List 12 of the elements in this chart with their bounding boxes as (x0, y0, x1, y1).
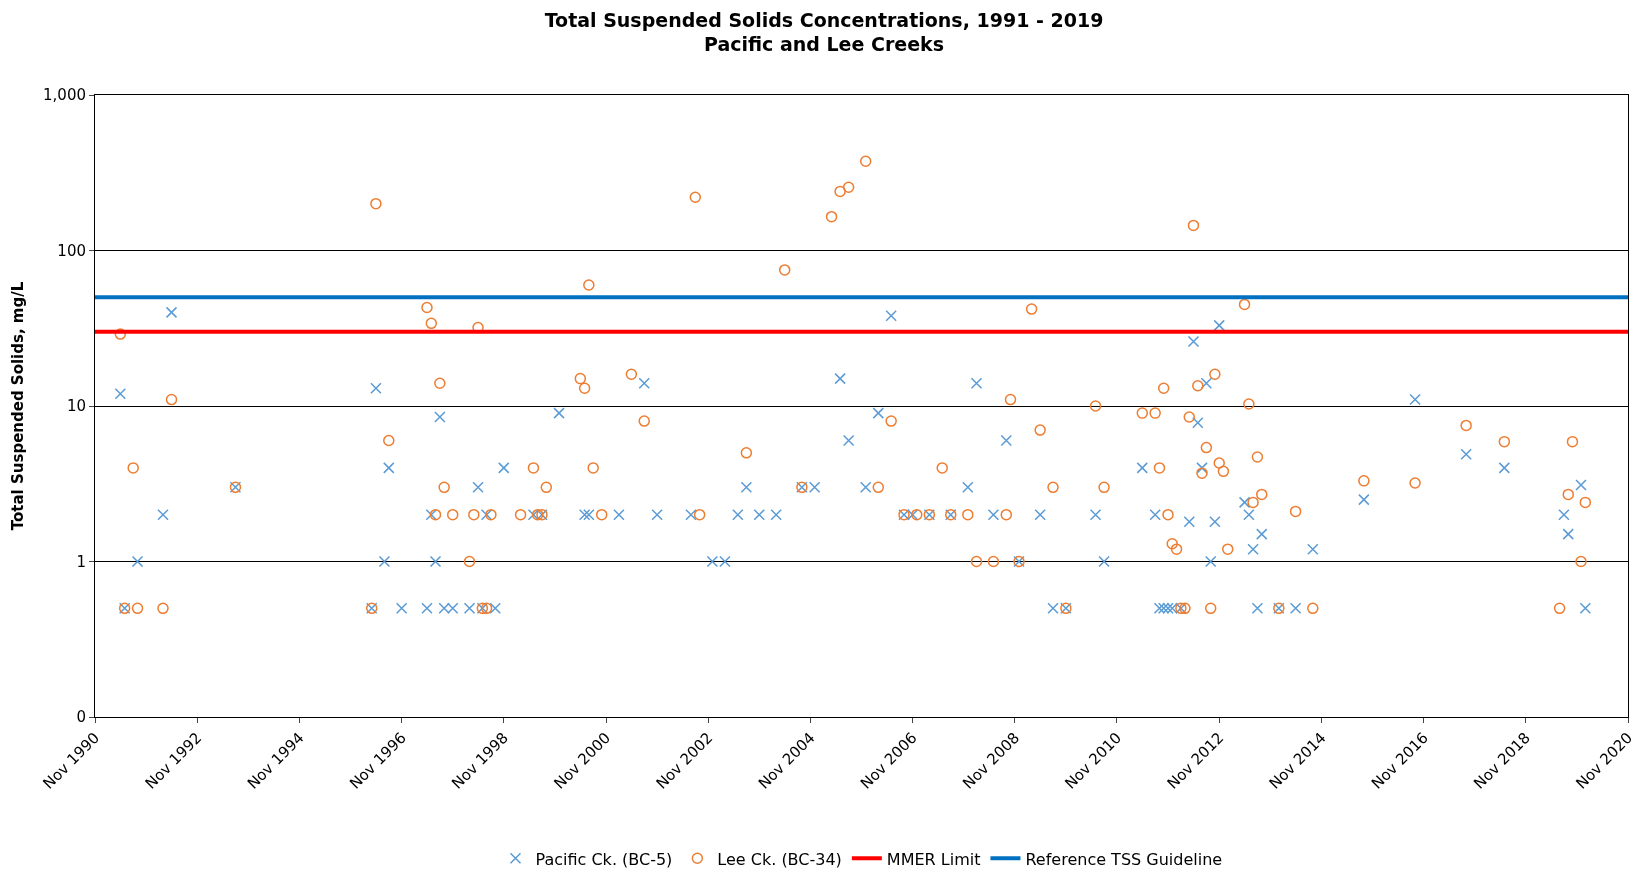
legend-label: Reference TSS Guideline (1025, 849, 1223, 869)
y-tick-label: 1 (76, 552, 86, 571)
y-axis-title: Total Suspended Solids, mg/L (9, 281, 28, 531)
y-tick-label: 10 (66, 397, 86, 416)
legend-label: MMER Limit (886, 849, 981, 869)
chart-subtitle: Pacific and Lee Creeks (703, 33, 945, 56)
y-tick-label: 1,000 (43, 86, 86, 105)
y-tick-label: 0 (76, 708, 86, 727)
chart-title: Total Suspended Solids Concentrations, 1991 - 2019 (544, 8, 1104, 31)
legend-label: Pacific Ck. (BC-5) (535, 849, 673, 869)
y-tick-label: 100 (57, 241, 86, 260)
legend-label: Lee Ck. (BC-34) (717, 849, 842, 869)
